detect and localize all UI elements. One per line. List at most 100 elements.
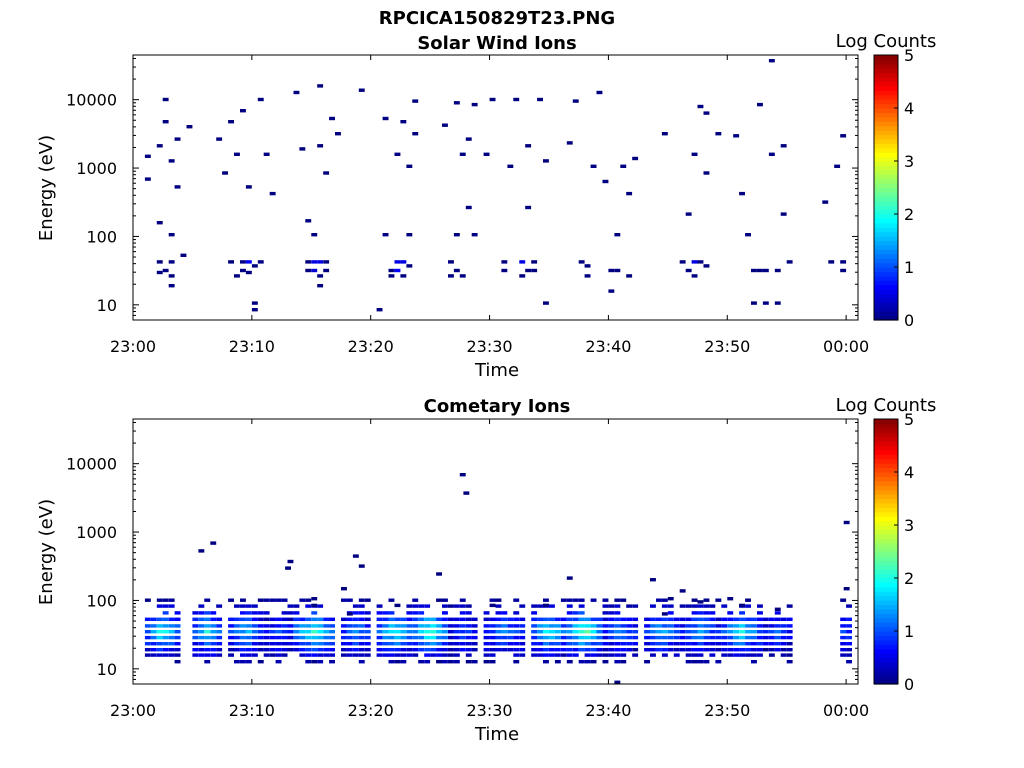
heatmap-cell [679, 617, 686, 621]
heatmap-cell [263, 152, 270, 156]
x-tick-label: 23:50 [704, 337, 750, 356]
heatmap-cell [519, 274, 526, 278]
heatmap-cell [691, 274, 698, 278]
colorbar-segment [874, 315, 898, 321]
heatmap-cell [228, 120, 234, 124]
heatmap-cell [394, 642, 401, 646]
heatmap-cell [554, 635, 561, 640]
heatmap-cell [697, 630, 704, 634]
heatmap-cell [281, 624, 288, 628]
heatmap-cell [762, 648, 769, 652]
heatmap-cell [234, 274, 240, 278]
y-tick-label: 1000 [76, 159, 117, 178]
heatmap-cell [245, 617, 252, 621]
heatmap-cell [364, 642, 371, 646]
heatmap-cell [673, 635, 680, 640]
heatmap-cell [525, 268, 532, 273]
colorbar-segment [874, 520, 898, 526]
heatmap-cell [412, 132, 419, 136]
heatmap-cell [656, 630, 662, 634]
heatmap-cell [257, 97, 264, 102]
heatmap-cell [418, 630, 425, 634]
heatmap-cell [317, 144, 324, 148]
heatmap-cell [394, 603, 401, 608]
heatmap-cell [549, 604, 555, 608]
heatmap-cell [453, 642, 460, 646]
heatmap-cell [495, 648, 502, 652]
heatmap-cell [685, 604, 692, 608]
heatmap-cell [846, 617, 852, 621]
heatmap-cell [204, 598, 211, 602]
heatmap-cell [762, 268, 769, 273]
heatmap-cell [311, 624, 318, 628]
heatmap-cell [418, 624, 425, 628]
heatmap-cell [709, 642, 716, 646]
heatmap-cell [691, 635, 698, 640]
heatmap-cell [275, 624, 282, 628]
heatmap-cell [400, 617, 407, 621]
heatmap-cell [501, 642, 508, 646]
heatmap-cell [733, 642, 740, 646]
heatmap-cell [412, 99, 419, 103]
heatmap-cell [679, 624, 686, 628]
heatmap-cell [341, 648, 347, 652]
heatmap-cell [459, 274, 466, 278]
heatmap-cell [709, 635, 716, 640]
heatmap-cell [489, 630, 496, 634]
colorbar-segment [874, 77, 898, 83]
heatmap-cell [679, 260, 686, 264]
heatmap-cell [394, 268, 401, 273]
heatmap-cell [489, 642, 496, 646]
colorbar-segment [874, 586, 898, 592]
heatmap-cell [757, 642, 763, 646]
heatmap-cell [394, 617, 401, 621]
colorbar-segment [874, 271, 898, 277]
heatmap-cell [436, 598, 442, 602]
colorbar-segment [874, 147, 898, 153]
heatmap-cell [715, 617, 722, 621]
heatmap-cell [757, 653, 763, 657]
heatmap-cell [543, 598, 549, 602]
heatmap-cell [656, 617, 662, 621]
heatmap-cell [400, 274, 407, 278]
heatmap-cell [257, 648, 264, 652]
heatmap-cell [739, 611, 745, 615]
heatmap-cell [234, 630, 240, 634]
heatmap-cell [697, 653, 704, 657]
colorbar-segment [874, 240, 898, 246]
heatmap-cell [144, 635, 151, 640]
heatmap-cell [846, 648, 852, 652]
heatmap-cell [382, 635, 389, 640]
heatmap-cell [293, 642, 300, 646]
solar-wind-heatmap [144, 59, 847, 312]
heatmap-cell [751, 660, 757, 664]
x-tick-label: 23:20 [348, 701, 394, 720]
heatmap-cell [602, 617, 609, 621]
heatmap-cell [745, 653, 751, 657]
heatmap-cell [269, 653, 276, 657]
heatmap-cell [436, 624, 442, 628]
heatmap-cell [442, 653, 448, 657]
heatmap-cell [412, 630, 419, 634]
heatmap-cell [745, 233, 751, 237]
colorbar-segment [874, 311, 898, 317]
heatmap-cell [566, 598, 573, 602]
heatmap-cell [768, 617, 775, 621]
heatmap-cell [560, 635, 567, 640]
heatmap-cell [501, 635, 508, 640]
heatmap-cell [762, 642, 769, 646]
heatmap-cell [329, 653, 335, 657]
heatmap-cell [228, 617, 234, 621]
heatmap-cell [673, 624, 680, 628]
heatmap-cell [388, 653, 395, 657]
heatmap-cell [240, 630, 246, 634]
heatmap-cell [412, 624, 419, 628]
heatmap-cell [418, 604, 425, 608]
heatmap-cell [739, 653, 745, 657]
heatmap-cell [228, 630, 234, 634]
heatmap-cell [751, 617, 757, 621]
heatmap-cell [394, 648, 401, 652]
heatmap-cell [691, 617, 698, 621]
heatmap-cell [745, 624, 751, 628]
heatmap-cell [549, 630, 555, 634]
